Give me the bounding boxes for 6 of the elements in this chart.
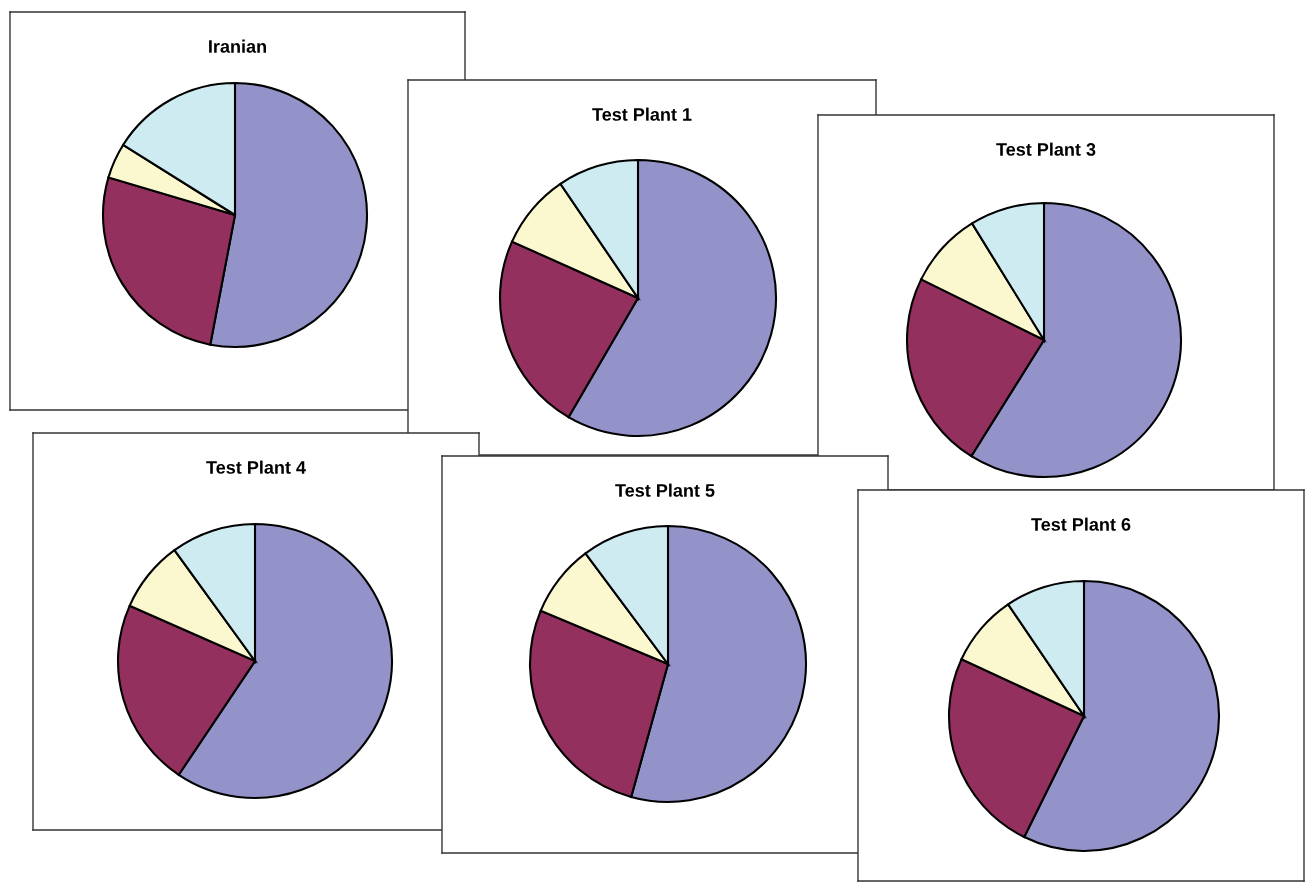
chart-title: Test Plant 1	[592, 107, 692, 121]
chart-title: Iranian	[209, 39, 266, 53]
chart-title: Test Plant 5	[615, 483, 715, 497]
chart-title: Test Plant 6	[1031, 517, 1131, 531]
chart-title: Test Plant 4	[206, 460, 306, 474]
chart-title: Test Plant 3	[996, 142, 1096, 156]
